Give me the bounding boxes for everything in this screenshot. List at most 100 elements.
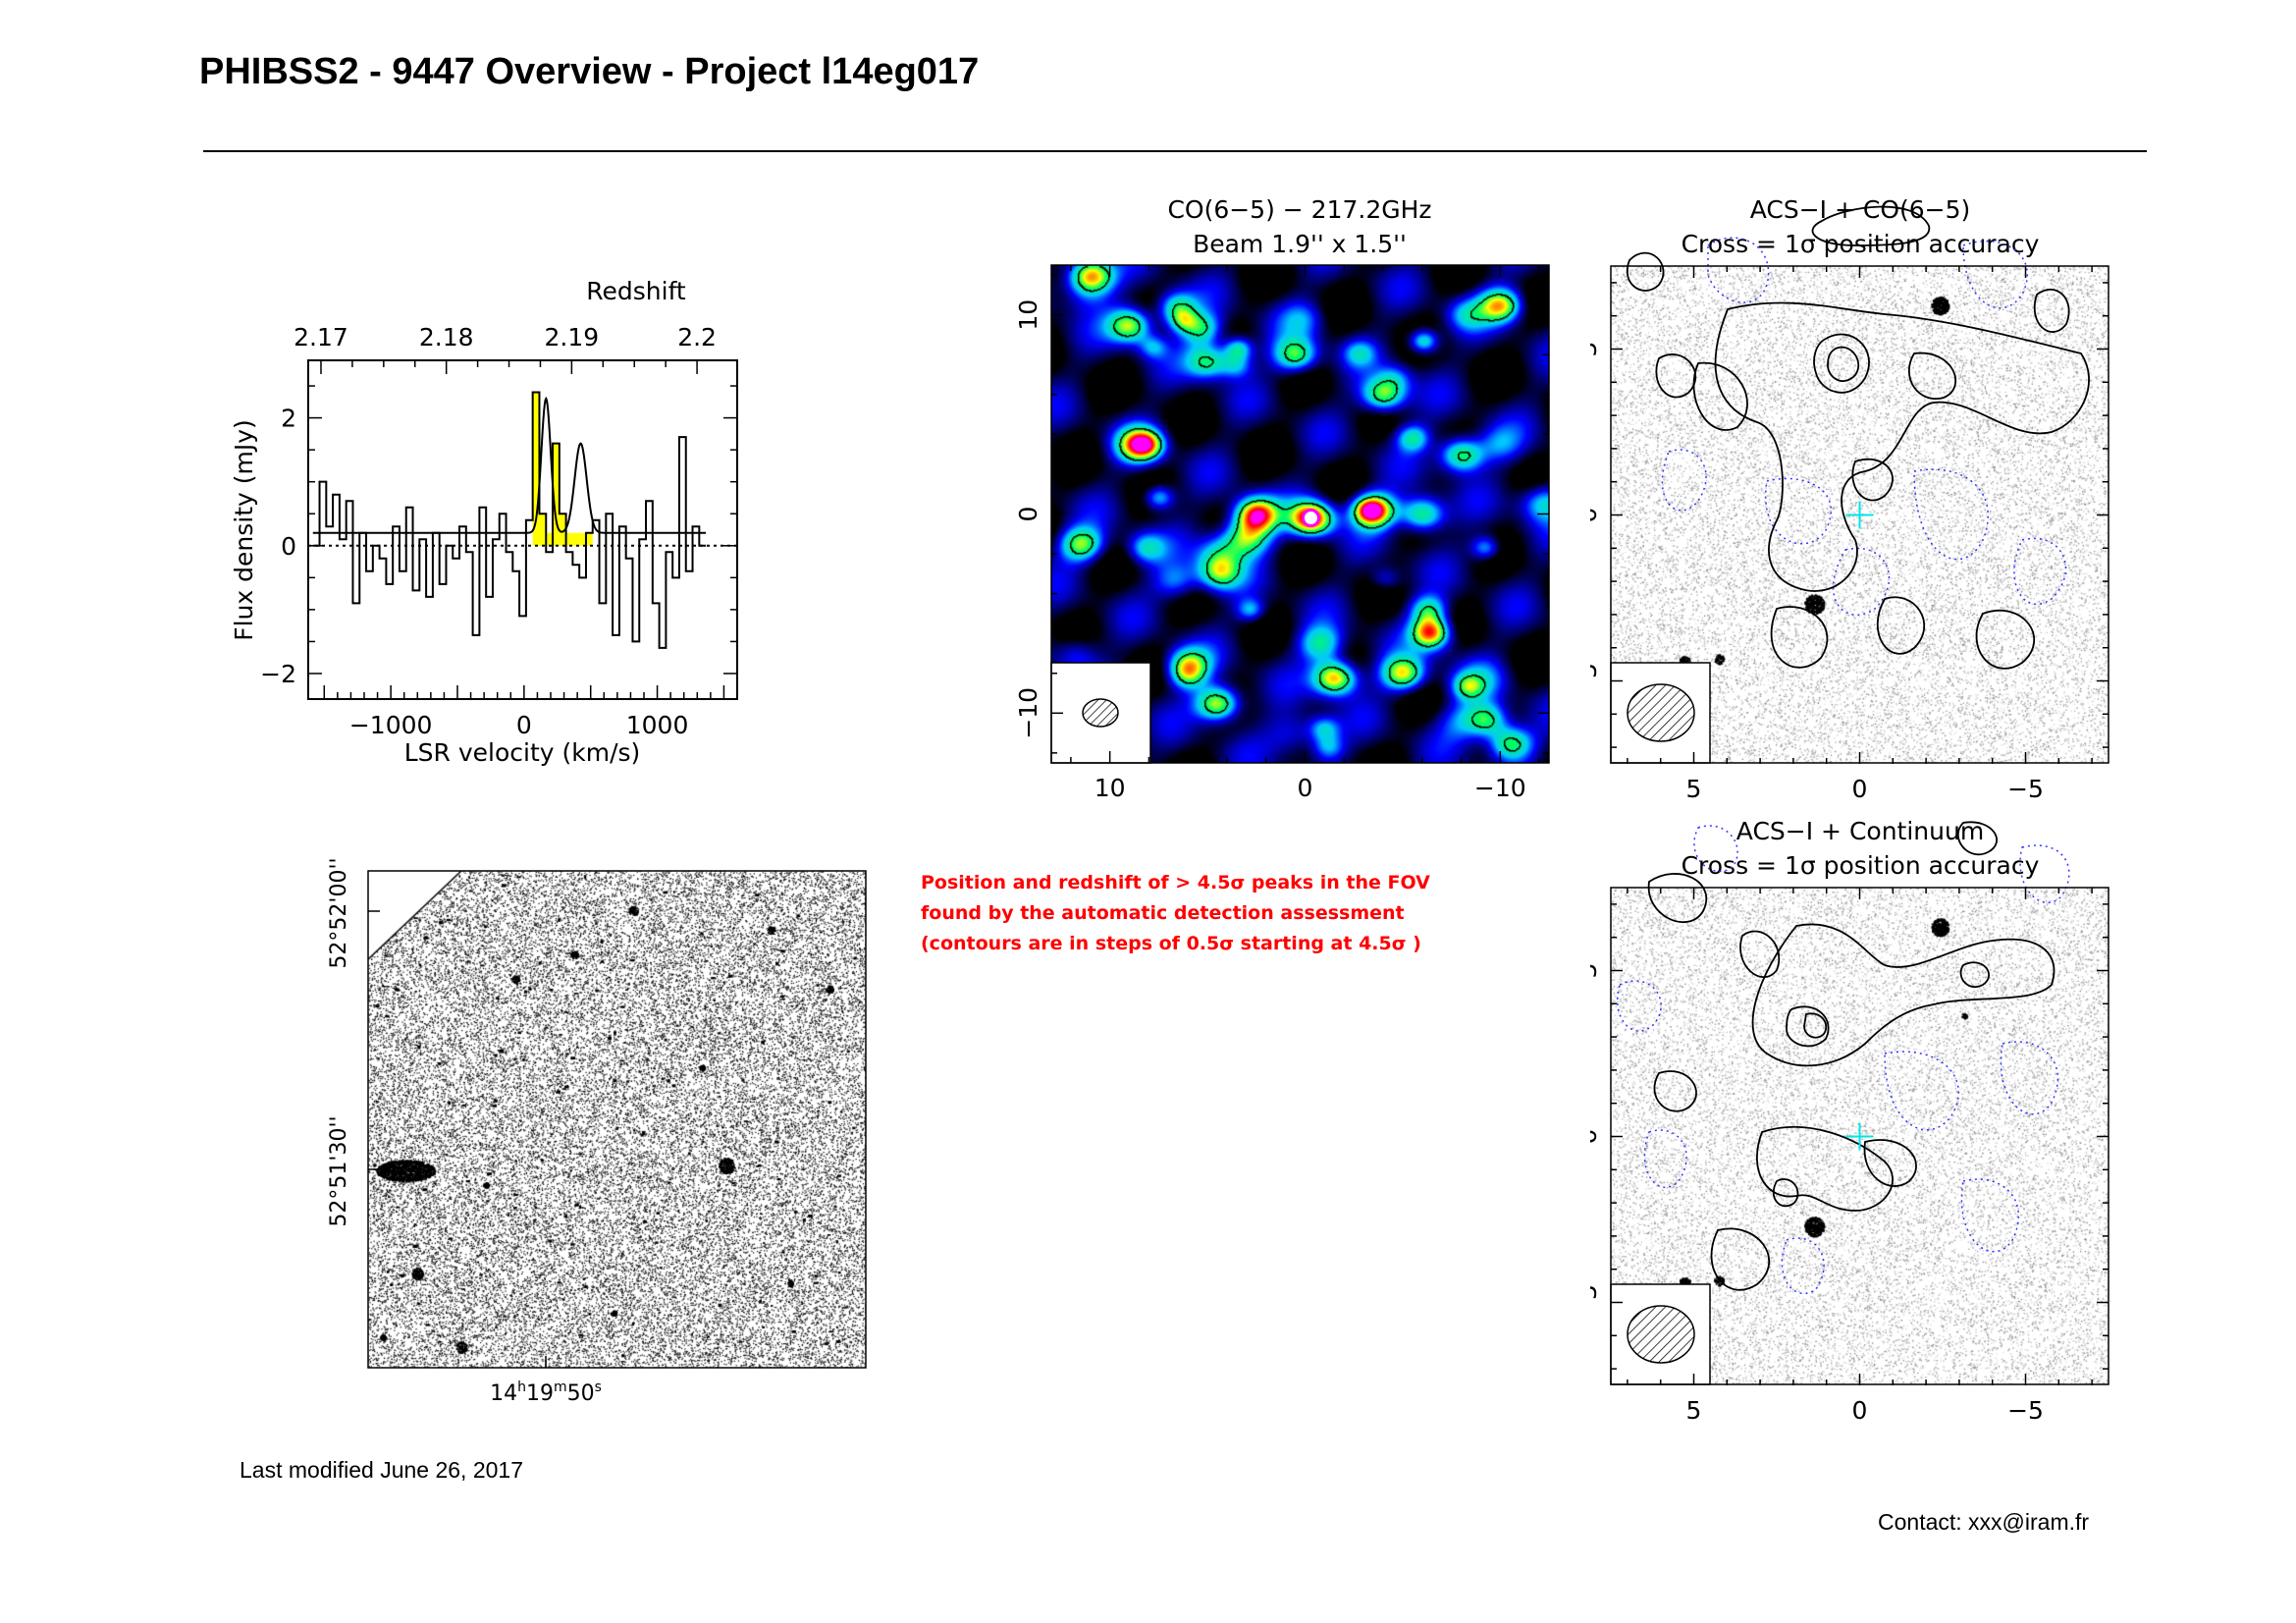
spectrum-histogram	[312, 391, 707, 649]
positive-contour	[1876, 596, 1926, 655]
contact-email: Contact: xxx@iram.fr	[1878, 1509, 2090, 1535]
positive-contour	[2033, 288, 2070, 333]
spectrum-ylabel: Flux density (mJy)	[230, 419, 258, 641]
x-tick-label: 0	[1298, 774, 1313, 802]
acs-co-contours	[1627, 205, 2090, 670]
y-tick-label: −5	[1590, 663, 1602, 699]
spectrum-xlabel: LSR velocity (km/s)	[404, 738, 641, 767]
positive-contour	[1756, 1125, 1894, 1212]
co-map-axes: 10 0 −10 10 0 −10	[1014, 265, 1549, 802]
positive-contour	[1851, 458, 1894, 502]
top-tick-label: 2.2	[677, 323, 717, 352]
note-line: (contours are in steps of 0.5σ starting …	[921, 933, 1421, 954]
last-modified: Last modified June 26, 2017	[240, 1457, 523, 1483]
co-map-subtitle: Beam 1.9'' x 1.5''	[1193, 230, 1407, 258]
velocity-axis: −1000 0 1000	[323, 685, 725, 739]
wide-field-ticks	[368, 910, 547, 1368]
spectrum-chart: Redshift 2.17 2.18 2.19 2.2 −1000 0 1000 −2 0 2…	[230, 277, 738, 767]
y-tick-label: 5	[1590, 963, 1602, 979]
note-line: Position and redshift of > 4.5σ peaks in…	[921, 872, 1430, 893]
negative-contour	[1962, 240, 2029, 309]
acs-cont-contours	[1617, 821, 2070, 1295]
x-tick-label: 10	[1095, 774, 1126, 802]
x-tick-label: 0	[516, 711, 532, 739]
page-title: PHIBSS2 - 9447 Overview - Project l14eg0…	[199, 51, 980, 92]
ra-label: 14h19m50s	[490, 1380, 602, 1406]
x-tick-label: −1000	[349, 711, 433, 739]
x-tick-label: −5	[2007, 1396, 2044, 1425]
note-line: found by the automatic detection assessm…	[921, 902, 1405, 924]
top-tick-label: 2.19	[545, 323, 600, 352]
y-tick-label: 0	[1590, 1129, 1602, 1145]
positive-contour	[1739, 930, 1781, 978]
x-tick-label: 0	[1852, 775, 1868, 803]
line-fill-bar	[579, 532, 586, 546]
line-fill-bar	[559, 514, 566, 546]
negative-contour	[1833, 547, 1891, 616]
positive-contour	[1710, 1227, 1770, 1291]
acs-co-subtitle: Cross = 1σ position accuracy	[1682, 230, 2040, 258]
y-tick-label: 0	[281, 532, 296, 561]
negative-contour	[2019, 844, 2070, 903]
y-tick-label: 2	[281, 405, 296, 433]
positive-contour	[1751, 923, 2056, 1067]
positive-contour	[1813, 333, 1870, 394]
y-tick-label: 0	[1014, 507, 1042, 522]
negative-contour	[2000, 1041, 2058, 1115]
beam-ellipse-icon	[1082, 698, 1119, 728]
x-tick-label: −5	[2007, 775, 2044, 803]
y-tick-label: 5	[1590, 342, 1602, 357]
negative-contour	[1913, 468, 1989, 561]
co-map-chart: CO(6−5) − 217.2GHz Beam 1.9'' x 1.5'' 10…	[1014, 195, 1550, 802]
y-tick-label: −5	[1590, 1284, 1602, 1321]
dec-label-mid: 52°51'30''	[327, 1115, 351, 1226]
positive-contour	[1653, 1070, 1697, 1112]
negative-contour	[1764, 477, 1833, 545]
wide-field-image	[368, 871, 866, 1368]
beam-ellipse-icon	[1627, 1305, 1695, 1364]
negative-contour	[2013, 537, 2067, 606]
top-tick-label: 2.18	[419, 323, 474, 352]
position-cross-icon	[1845, 501, 1874, 529]
acs-cont-chart: ACS−I + Continuum Cross = 1σ position ac…	[1590, 817, 2109, 1425]
x-tick-label: 1000	[626, 711, 689, 739]
x-tick-label: 0	[1852, 1396, 1868, 1425]
dec-label-top: 52°52'00''	[327, 857, 351, 968]
acs-cont-axes: 5 0 −5 5 0 −5	[1590, 888, 2109, 1425]
top-tick-label: 2.17	[294, 323, 348, 352]
positive-contour	[1627, 251, 1665, 292]
y-tick-label: 10	[1014, 299, 1042, 331]
wide-field-chart: 52°52'00'' 52°51'30'' 14h19m50s	[327, 857, 867, 1406]
positive-contour	[1655, 353, 1696, 399]
fit-line	[312, 396, 707, 534]
line-fill-bar	[565, 532, 573, 546]
acs-co-chart: ACS−I + CO(6−5) Cross = 1σ position accu…	[1590, 195, 2109, 803]
negative-contour	[1643, 1129, 1687, 1188]
line-fill-bar	[546, 532, 554, 546]
positive-contour	[1908, 352, 1957, 401]
line-fill-bar	[532, 392, 540, 546]
acs-co-axes: 5 0 −5 5 0 −5	[1590, 266, 2109, 803]
positive-contour	[1959, 961, 1990, 988]
x-tick-label: 5	[1686, 775, 1702, 803]
positive-contour	[1714, 301, 2090, 592]
co-map-title: CO(6−5) − 217.2GHz	[1167, 195, 1431, 224]
positive-contour	[1772, 1178, 1799, 1208]
y-tick-label: 0	[1590, 508, 1602, 523]
negative-contour	[1707, 237, 1770, 303]
line-fill-bar	[553, 443, 560, 546]
negative-contour	[1693, 825, 1738, 873]
positive-contour	[1770, 606, 1829, 669]
wide-field-frame	[367, 870, 867, 1369]
spectrum-frame	[307, 359, 738, 700]
position-cross-icon	[1845, 1122, 1874, 1151]
positive-contour	[1827, 346, 1860, 382]
redshift-axis: 2.17 2.18 2.19 2.2	[294, 323, 717, 374]
negative-contour	[1661, 449, 1707, 512]
negative-contour	[1617, 980, 1662, 1032]
negative-contour	[1884, 1051, 1959, 1131]
positive-contour	[1956, 821, 1998, 855]
positive-contour	[1863, 1139, 1917, 1187]
flux-axis: −2 0 2	[260, 385, 737, 688]
x-tick-label: −10	[1474, 774, 1526, 802]
